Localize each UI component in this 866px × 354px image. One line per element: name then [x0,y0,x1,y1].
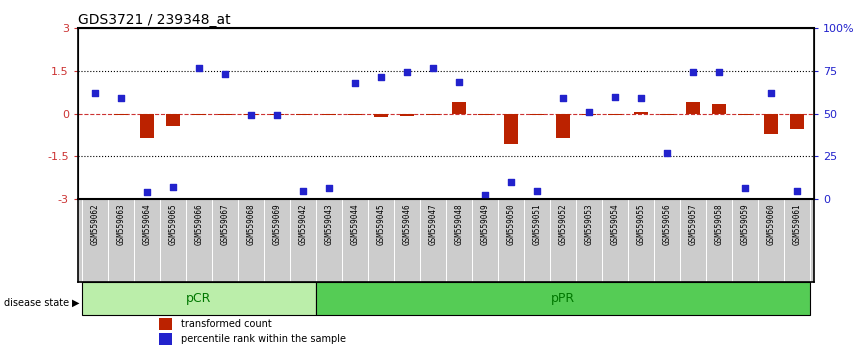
Text: GSM559053: GSM559053 [585,203,593,245]
Bar [686,102,701,114]
Text: GSM559051: GSM559051 [533,203,541,245]
Text: pPR: pPR [551,292,575,305]
Point [686,70,700,75]
Text: GSM559049: GSM559049 [481,203,489,245]
Text: GSM559048: GSM559048 [455,203,463,245]
Text: GSM559062: GSM559062 [90,203,100,245]
Text: GSM559065: GSM559065 [168,203,178,245]
Point [374,74,388,80]
Text: GSM559052: GSM559052 [559,203,567,245]
Text: GSM559054: GSM559054 [611,203,619,245]
Text: GSM559069: GSM559069 [273,203,281,245]
Text: GSM559043: GSM559043 [325,203,333,245]
Point [530,188,544,194]
Point [166,184,180,190]
Bar [608,114,622,115]
Bar [712,104,727,114]
Point [478,192,492,198]
Point [218,72,232,77]
Text: GDS3721 / 239348_at: GDS3721 / 239348_at [78,13,230,27]
Bar [530,114,544,115]
Point [608,94,622,100]
Point [790,188,804,194]
Bar [504,114,518,143]
Text: GSM559050: GSM559050 [507,203,515,245]
Bar [159,318,172,330]
Point [244,112,258,118]
Bar [191,114,206,115]
Text: GSM559056: GSM559056 [662,203,671,245]
Text: GSM559061: GSM559061 [792,203,802,245]
Bar [374,114,388,117]
Point [296,188,310,194]
Text: GSM559067: GSM559067 [221,203,229,245]
Text: ▶: ▶ [72,298,80,308]
Bar [159,333,172,345]
Point [400,69,414,74]
Bar [556,114,570,138]
Point [452,79,466,85]
Bar [478,114,492,115]
Bar [738,114,753,115]
FancyBboxPatch shape [82,282,316,315]
Point [322,185,336,191]
Point [712,70,726,75]
Point [270,112,284,118]
Text: GSM559058: GSM559058 [714,203,724,245]
Text: GSM559063: GSM559063 [116,203,126,245]
Point [582,109,596,115]
Bar [217,114,232,115]
Bar [452,102,466,114]
Point [192,65,206,70]
Text: GSM559064: GSM559064 [142,203,152,245]
Bar [400,114,414,116]
Bar [348,114,362,115]
Text: GSM559055: GSM559055 [637,203,645,245]
Point [556,95,570,101]
Point [634,95,648,101]
Bar [270,114,284,115]
Bar [243,114,258,115]
Text: GSM559044: GSM559044 [351,203,359,245]
Text: GSM559068: GSM559068 [247,203,255,245]
Point [140,189,154,195]
Bar [660,114,675,115]
Text: percentile rank within the sample: percentile rank within the sample [181,334,346,344]
Point [738,185,752,191]
Point [114,95,128,101]
Bar [764,114,779,134]
FancyBboxPatch shape [316,282,810,315]
Point [426,65,440,70]
Text: GSM559057: GSM559057 [688,203,698,245]
Point [660,150,674,156]
Bar [322,114,336,115]
Bar [634,112,649,114]
Text: transformed count: transformed count [181,319,272,329]
Bar [139,114,154,138]
Bar [296,114,310,115]
Text: GSM559046: GSM559046 [403,203,411,245]
Point [764,90,778,96]
Point [348,80,362,86]
Text: GSM559042: GSM559042 [299,203,307,245]
Point [88,90,102,96]
Point [504,180,518,185]
Text: GSM559045: GSM559045 [377,203,385,245]
Text: GSM559060: GSM559060 [766,203,776,245]
Text: GSM559066: GSM559066 [194,203,204,245]
Text: GSM559047: GSM559047 [429,203,437,245]
Bar [165,114,180,126]
Text: GSM559059: GSM559059 [740,203,750,245]
Bar [582,114,596,115]
Bar [790,114,805,129]
Bar [426,114,440,115]
Text: pCR: pCR [186,292,211,305]
Text: disease state: disease state [4,298,69,308]
